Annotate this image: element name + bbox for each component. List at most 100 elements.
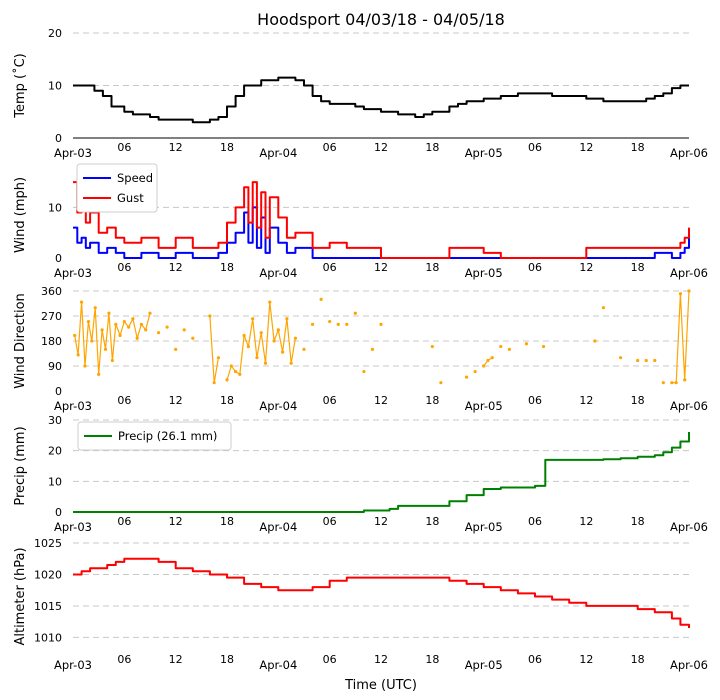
direction-point xyxy=(174,347,178,351)
wind-xtick-label: 06 xyxy=(323,261,337,274)
temp-xtick-label: 06 xyxy=(117,141,131,154)
precip-legend-box xyxy=(77,421,232,451)
altimeter-xtick-label: Apr-05 xyxy=(465,658,503,672)
direction-point xyxy=(328,319,332,324)
precip-xtick-label: 12 xyxy=(374,515,388,528)
direction-point xyxy=(310,322,315,326)
direction-xtick-label: Apr-04 xyxy=(259,399,297,413)
direction-point xyxy=(499,344,503,349)
precip-panel: 0 10 20 30 Apr-03 06 12 18 Apr-04 06 12 18 Apr-05 06 1… xyxy=(13,414,708,534)
altimeter-xtick-label: 12 xyxy=(374,653,388,666)
precip-xtick-label: Apr-04 xyxy=(259,520,297,534)
direction-point xyxy=(473,369,477,374)
temp-line xyxy=(73,76,689,124)
direction-ytick-label: 180 xyxy=(41,335,62,348)
temp-xtick-label: 18 xyxy=(631,141,645,154)
direction-xtick-label: 12 xyxy=(169,394,183,407)
altimeter-xtick-label: 06 xyxy=(117,653,131,666)
direction-xtick-label: 06 xyxy=(117,394,131,407)
precip-26-1-mm-line xyxy=(73,432,690,513)
direction-line xyxy=(74,290,690,384)
direction-point xyxy=(541,344,546,349)
temp-xtick-label: 06 xyxy=(528,141,542,154)
direction-xtick-label: 18 xyxy=(631,394,645,407)
altimeter-xtick-label: Apr-03 xyxy=(54,658,92,672)
direction-point xyxy=(345,322,349,326)
temp-xtick-label: 18 xyxy=(425,141,439,154)
wind-xtick-label: 18 xyxy=(425,261,439,274)
direction-point xyxy=(379,322,383,326)
wind-xtick-label: 18 xyxy=(631,261,645,274)
temp-xtick-label: 18 xyxy=(220,141,234,154)
direction-point xyxy=(182,328,186,332)
temp-xtick-label: 12 xyxy=(374,141,388,154)
temp-xtick-label: 06 xyxy=(323,141,337,154)
precip-legend: Precip (26.1 mm) xyxy=(77,421,232,451)
direction-point xyxy=(593,339,597,343)
direction-ytick-label: 0 xyxy=(55,385,62,398)
direction-point xyxy=(370,347,375,351)
direction-point xyxy=(644,358,648,363)
direction-point xyxy=(208,314,212,318)
precip-ytick-label: 0 xyxy=(55,506,62,519)
altimeter-xtick-label: 18 xyxy=(631,653,645,666)
precip-xtick-label: 12 xyxy=(169,515,183,528)
altimeter-xtick-label: 06 xyxy=(528,653,542,666)
direction-xtick-label: 18 xyxy=(425,394,439,407)
wind-xtick-label: 06 xyxy=(528,261,542,274)
direction-point xyxy=(601,306,606,310)
direction-point xyxy=(191,336,195,340)
wind-ytick-label: 10 xyxy=(48,201,62,214)
altimeter-xtick-label: 12 xyxy=(169,653,183,666)
precip-xtick-label: 18 xyxy=(220,515,234,528)
wind-xtick-label: Apr-03 xyxy=(54,266,92,280)
wind-y-axis-label: Wind (mph) xyxy=(13,177,28,253)
direction-point xyxy=(216,356,221,360)
temp-xtick-label: Apr-05 xyxy=(465,146,503,160)
direction-point xyxy=(653,358,657,363)
direction-point xyxy=(156,331,161,335)
direction-ytick-label: 90 xyxy=(48,360,62,373)
direction-point xyxy=(618,356,623,360)
direction-xtick-label: 18 xyxy=(220,394,234,407)
precip-xtick-label: Apr-06 xyxy=(670,520,708,534)
direction-xtick-label: 06 xyxy=(323,394,337,407)
x-axis-label: Time (UTC) xyxy=(344,678,417,693)
gust-legend-label: Gust xyxy=(117,191,144,205)
temp-panel: 0 10 20 Apr-03 06 12 18 Apr-04 06 12 18 Apr-05 06 12 1… xyxy=(12,27,708,160)
direction-ytick-label: 270 xyxy=(41,310,62,323)
gust-line xyxy=(73,181,690,259)
precip-xtick-label: Apr-05 xyxy=(465,520,503,534)
direction-point xyxy=(661,381,665,385)
wind-legend-box xyxy=(76,163,158,213)
wind-xtick-label: 12 xyxy=(169,261,183,274)
altimeter-y-axis-label: Altimeter (hPa) xyxy=(13,547,28,645)
direction-point xyxy=(524,342,529,346)
temp-y-axis-label: Temp (˚C) xyxy=(12,53,28,119)
altimeter-ytick-label: 1010 xyxy=(34,631,62,644)
speed-legend-label: Speed xyxy=(117,171,153,185)
direction-xtick-label: 12 xyxy=(374,394,388,407)
precip-xtick-label: 06 xyxy=(117,515,131,528)
direction-ytick-label: 360 xyxy=(41,285,62,298)
direction-point xyxy=(165,325,169,329)
direction-point xyxy=(636,358,640,363)
direction-y-axis-label: Wind Direction xyxy=(13,293,28,389)
precip-xtick-label: 12 xyxy=(579,515,593,528)
direction-point xyxy=(336,322,340,326)
direction-point xyxy=(430,344,434,349)
precip-xtick-label: 18 xyxy=(425,515,439,528)
altimeter-ytick-label: 1015 xyxy=(34,600,62,613)
direction-point xyxy=(464,375,469,379)
direction-xtick-label: Apr-05 xyxy=(465,399,503,413)
wind-xtick-label: 12 xyxy=(579,261,593,274)
altimeter-ytick-label: 1020 xyxy=(34,568,62,581)
precip-xtick-label: Apr-03 xyxy=(54,520,92,534)
temp-xtick-label: Apr-04 xyxy=(259,146,297,160)
wind-xtick-label: Apr-06 xyxy=(670,266,708,280)
direction-point xyxy=(302,347,306,351)
direction-point xyxy=(362,369,366,374)
chart-title: Hoodsport 04/03/18 - 04/05/18 xyxy=(257,10,505,29)
